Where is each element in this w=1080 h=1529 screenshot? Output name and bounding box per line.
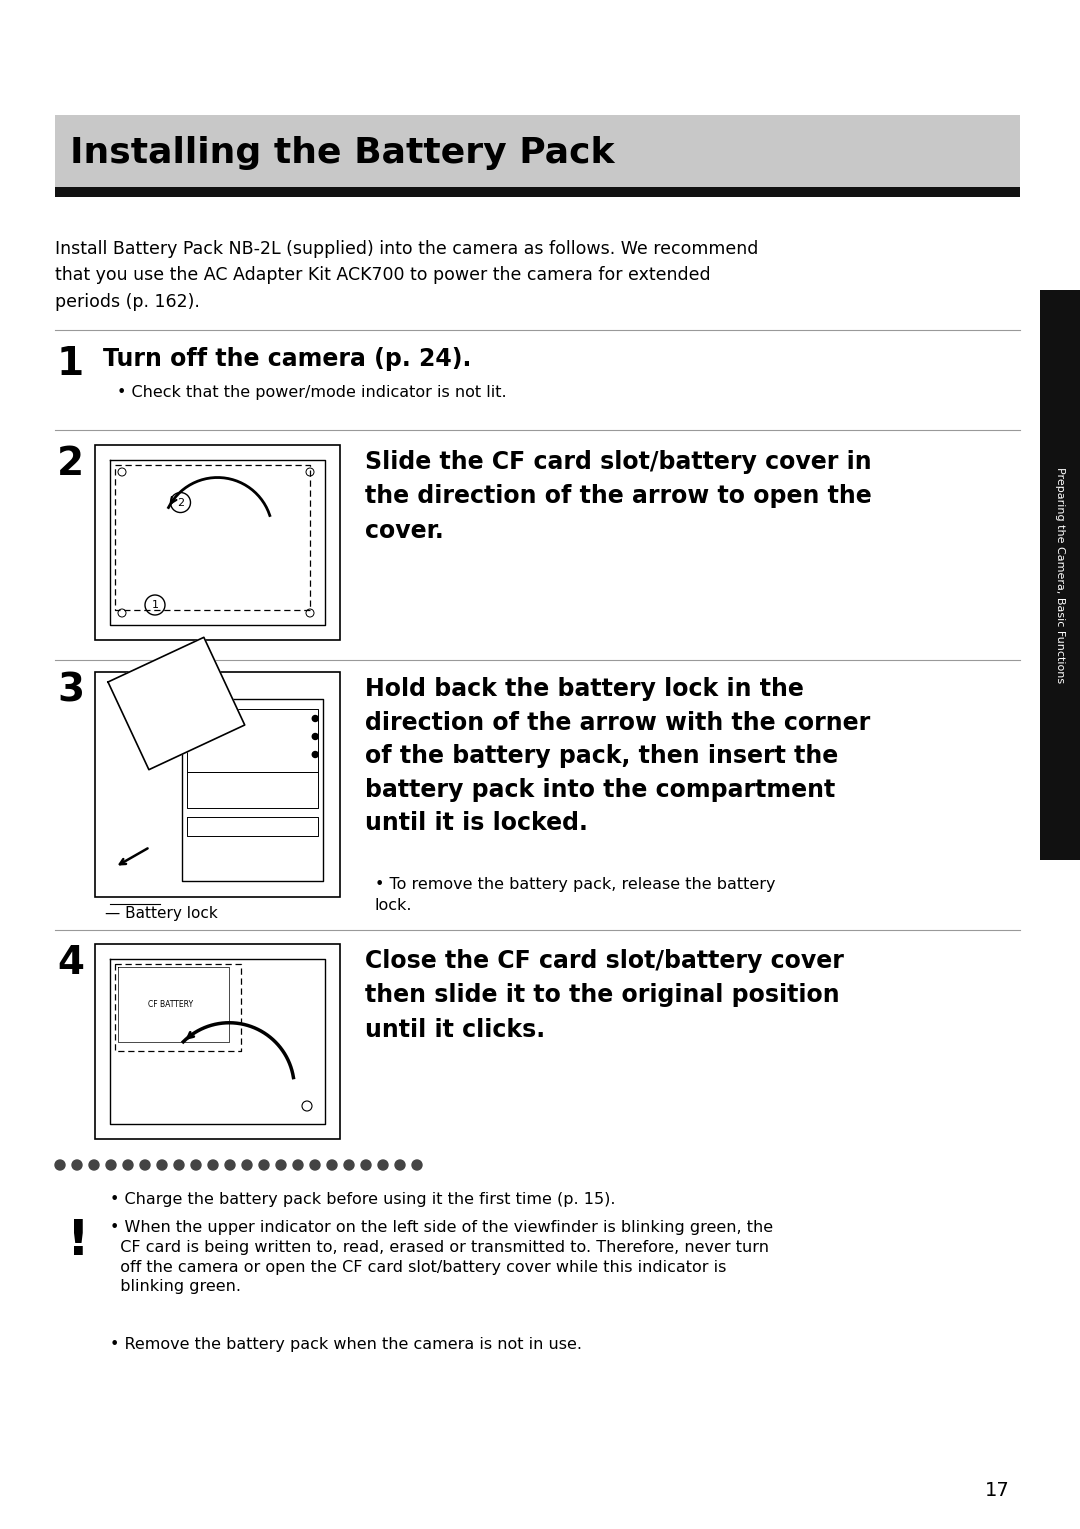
Text: Installing the Battery Pack: Installing the Battery Pack	[70, 136, 615, 170]
Circle shape	[140, 1161, 150, 1170]
Bar	[95, 445, 340, 641]
Circle shape	[411, 1161, 422, 1170]
Text: 17: 17	[985, 1480, 1010, 1500]
Text: 4: 4	[57, 943, 84, 982]
Circle shape	[293, 1161, 303, 1170]
Circle shape	[242, 1161, 252, 1170]
Text: 2: 2	[177, 497, 184, 508]
Text: • Remove the battery pack when the camera is not in use.: • Remove the battery pack when the camer…	[110, 1336, 582, 1352]
FancyBboxPatch shape	[55, 115, 1020, 187]
Bar	[95, 673, 340, 898]
Text: • To remove the battery pack, release the battery
lock.: • To remove the battery pack, release th…	[375, 878, 775, 913]
Text: Preparing the Camera, Basic Functions: Preparing the Camera, Basic Functions	[1055, 466, 1065, 683]
Circle shape	[310, 1161, 320, 1170]
Circle shape	[191, 1161, 201, 1170]
Text: 1: 1	[57, 346, 84, 382]
Circle shape	[327, 1161, 337, 1170]
Polygon shape	[108, 638, 245, 769]
Circle shape	[225, 1161, 235, 1170]
Text: • When the upper indicator on the left side of the viewfinder is blinking green,: • When the upper indicator on the left s…	[110, 1220, 773, 1295]
Circle shape	[89, 1161, 99, 1170]
Circle shape	[259, 1161, 269, 1170]
Text: 1: 1	[151, 599, 159, 610]
Circle shape	[395, 1161, 405, 1170]
Text: !: !	[67, 1217, 90, 1264]
Text: 2: 2	[57, 445, 84, 483]
Bar	[95, 943, 340, 1139]
Text: Install Battery Pack NB-2L (supplied) into the camera as follows. We recommend
t: Install Battery Pack NB-2L (supplied) in…	[55, 240, 758, 310]
Circle shape	[106, 1161, 116, 1170]
Text: • Check that the power/mode indicator is not lit.: • Check that the power/mode indicator is…	[117, 385, 507, 401]
Text: • Charge the battery pack before using it the first time (p. 15).: • Charge the battery pack before using i…	[110, 1193, 616, 1206]
FancyBboxPatch shape	[55, 187, 1020, 197]
Text: 3: 3	[57, 673, 84, 709]
Text: Hold back the battery lock in the
direction of the arrow with the corner
of the : Hold back the battery lock in the direct…	[365, 677, 870, 835]
Circle shape	[312, 716, 319, 722]
Text: Close the CF card slot/battery cover
then slide it to the original position
unti: Close the CF card slot/battery cover the…	[365, 950, 843, 1041]
Circle shape	[276, 1161, 286, 1170]
Circle shape	[208, 1161, 218, 1170]
Circle shape	[312, 751, 319, 757]
Circle shape	[378, 1161, 388, 1170]
Text: Slide the CF card slot/battery cover in
the direction of the arrow to open the
c: Slide the CF card slot/battery cover in …	[365, 450, 872, 543]
Circle shape	[312, 734, 319, 740]
Text: Turn off the camera (p. 24).: Turn off the camera (p. 24).	[103, 347, 471, 372]
Circle shape	[55, 1161, 65, 1170]
Text: — Battery lock: — Battery lock	[105, 907, 218, 920]
Circle shape	[345, 1161, 354, 1170]
Circle shape	[123, 1161, 133, 1170]
Circle shape	[72, 1161, 82, 1170]
FancyBboxPatch shape	[1040, 291, 1080, 859]
Circle shape	[157, 1161, 167, 1170]
Circle shape	[174, 1161, 184, 1170]
Circle shape	[361, 1161, 372, 1170]
Text: CF BATTERY: CF BATTERY	[148, 1000, 193, 1009]
